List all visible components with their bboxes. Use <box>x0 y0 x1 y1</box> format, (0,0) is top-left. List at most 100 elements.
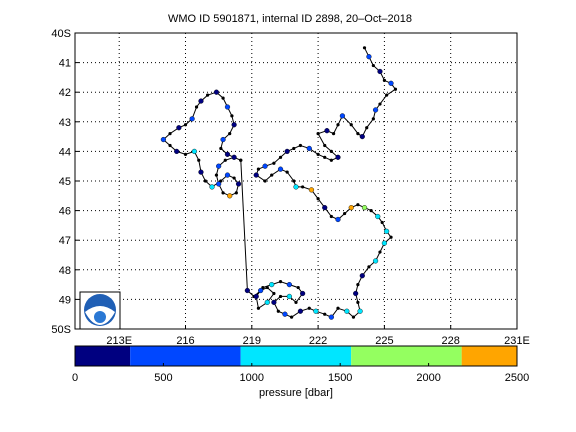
track-point <box>239 158 243 162</box>
track-point <box>276 309 280 313</box>
profile-point <box>198 169 204 175</box>
track-point <box>336 306 340 310</box>
y-tick-label: 41 <box>59 58 71 70</box>
profile-point <box>384 228 390 234</box>
profile-point <box>269 282 275 288</box>
x-tick-label: 228 <box>442 335 460 347</box>
track-point <box>168 132 172 136</box>
track-point <box>228 132 232 136</box>
profile-point <box>224 172 231 178</box>
y-tick-label: 43 <box>59 117 71 129</box>
profile-point <box>189 116 195 122</box>
track-point <box>323 312 327 316</box>
x-tick-label: 222 <box>309 335 327 347</box>
track-point <box>371 117 375 121</box>
y-tick-label: 45 <box>59 176 71 188</box>
track-point <box>329 158 333 162</box>
colorbar-tick-label: 500 <box>154 372 172 384</box>
track-point <box>292 146 296 151</box>
track-point <box>323 143 327 148</box>
track-point <box>378 250 382 254</box>
profile-point <box>277 166 284 172</box>
profile-point <box>244 287 250 294</box>
profile-point <box>335 216 341 223</box>
track-point <box>289 315 294 319</box>
profile-point <box>377 68 383 75</box>
profile-point <box>264 299 270 305</box>
profile-point <box>220 136 226 143</box>
profile-point <box>286 282 292 288</box>
colorbar-segment <box>75 346 131 366</box>
profile-point <box>213 89 220 95</box>
profile-point <box>198 98 204 104</box>
track-point <box>316 197 320 201</box>
track-point <box>393 87 398 91</box>
x-tick-label: 225 <box>375 335 393 347</box>
track-point <box>369 209 373 213</box>
profile-point <box>293 184 299 190</box>
profile-point <box>258 287 264 294</box>
profile-point <box>366 54 372 60</box>
profile-point <box>227 193 233 199</box>
colorbar-segment <box>240 346 352 366</box>
track-point <box>296 285 300 290</box>
profile-point <box>209 184 215 190</box>
track-point <box>343 211 347 216</box>
colorbar-tick-label: 2000 <box>416 372 440 384</box>
track-point <box>329 214 333 219</box>
colorbar-tick-label: 2500 <box>505 372 529 384</box>
track-point <box>278 155 283 159</box>
track-point <box>356 283 360 287</box>
profile-point <box>324 128 330 134</box>
x-tick-label: 231E <box>504 335 530 347</box>
track-point <box>382 78 386 82</box>
track-point <box>219 146 223 151</box>
y-tick-label: 50S <box>51 324 71 336</box>
track-point <box>230 114 234 118</box>
x-tick-label: 219 <box>243 335 261 347</box>
profile-point <box>231 154 237 160</box>
colorbar-ticks: 0 500 1000 1500 2000 2500 <box>72 363 529 384</box>
track-point <box>168 143 172 148</box>
x-tick-label: 213E <box>106 335 132 347</box>
y-tick-label: 46 <box>59 206 71 218</box>
profile-point <box>253 172 259 178</box>
track-point <box>292 179 296 183</box>
profile-point <box>322 205 328 211</box>
y-tick-label: 42 <box>59 87 71 99</box>
track-point <box>263 179 267 183</box>
track-point <box>356 132 360 136</box>
profile-point <box>339 113 346 119</box>
profile-point <box>388 80 394 86</box>
profile-point <box>253 293 259 300</box>
track-point <box>356 203 360 207</box>
track-point <box>197 158 201 162</box>
profile-point <box>176 125 182 131</box>
noaa-logo <box>79 291 121 330</box>
track-point <box>362 46 367 50</box>
colorbar-label: pressure [dbar] <box>259 387 333 399</box>
colorbar-tick-label: 1000 <box>240 372 264 384</box>
track-point <box>232 176 236 180</box>
profile-point <box>335 154 341 160</box>
colorbar-frame <box>74 345 518 367</box>
profile-point <box>381 240 388 246</box>
track-point <box>272 291 276 296</box>
track-point <box>380 220 384 225</box>
track-point <box>336 123 340 127</box>
track-point <box>256 167 261 171</box>
track-point <box>301 185 305 189</box>
track-point <box>256 306 261 310</box>
track-point <box>389 235 393 239</box>
y-tick-label: 49 <box>59 294 71 306</box>
profile-point <box>191 148 197 155</box>
colorbar-segment <box>130 346 241 366</box>
profile-point <box>235 181 242 187</box>
profile-point <box>372 258 379 264</box>
profile-point <box>282 311 288 317</box>
track-point <box>371 63 375 68</box>
track-point <box>272 161 276 165</box>
x-tick-label: 216 <box>176 335 194 347</box>
track-point <box>278 280 283 284</box>
